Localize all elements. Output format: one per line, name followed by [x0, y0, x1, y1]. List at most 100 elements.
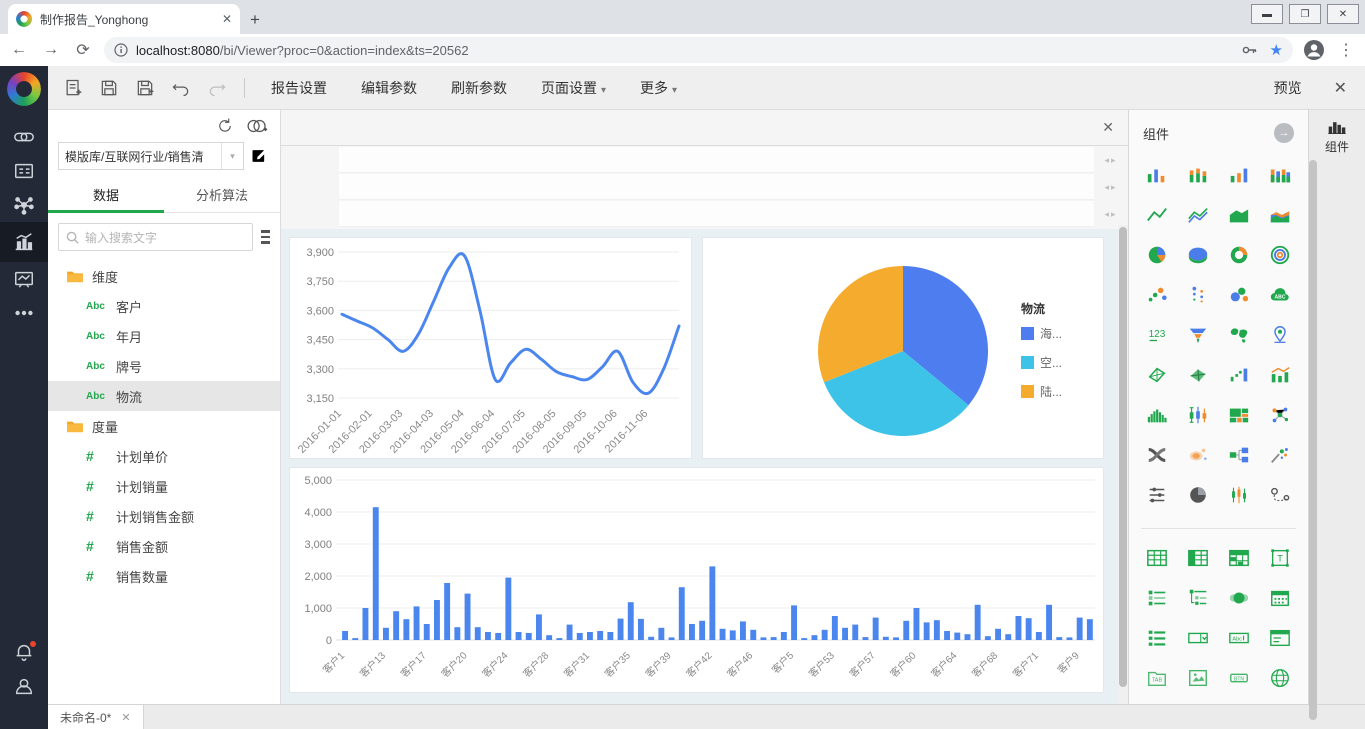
preview-button[interactable]: 预览: [1274, 78, 1302, 98]
web-component-icon[interactable]: [1267, 667, 1293, 689]
radar-chart-icon[interactable]: [1144, 364, 1170, 386]
pager-arrows-icon[interactable]: ◂▸: [1094, 209, 1128, 220]
stacked-area-chart-icon[interactable]: [1267, 204, 1293, 226]
pie-chart-icon[interactable]: [1144, 244, 1170, 266]
notifications-bell-icon[interactable]: [0, 635, 48, 669]
heatmap-icon[interactable]: [1185, 444, 1211, 466]
field-row[interactable]: Abc年月: [48, 321, 280, 351]
component-close-icon[interactable]: ✕: [1102, 119, 1114, 136]
stacked-column-multi-icon[interactable]: [1267, 164, 1293, 186]
org-chart-icon[interactable]: [1226, 444, 1252, 466]
field-row[interactable]: Abc客户: [48, 291, 280, 321]
refresh-params-button[interactable]: 刷新参数: [441, 78, 517, 98]
window-close-icon[interactable]: ✕: [1327, 4, 1359, 24]
treemap-icon[interactable]: [1226, 404, 1252, 426]
area-chart-icon[interactable]: [1226, 204, 1252, 226]
join-dataset-icon[interactable]: [246, 118, 268, 134]
dropdown-icon[interactable]: [1185, 627, 1211, 649]
slider-list-icon[interactable]: [1144, 484, 1170, 506]
concentric-rings-icon[interactable]: [1267, 244, 1293, 266]
save-as-icon[interactable]: [134, 77, 156, 99]
pie-chart-card[interactable]: 物流 海...空...陆...: [702, 237, 1104, 459]
candlestick-icon[interactable]: [1226, 484, 1252, 506]
word-cloud-icon[interactable]: ABC: [1267, 284, 1293, 306]
new-report-icon[interactable]: [62, 77, 84, 99]
scrollbar-thumb[interactable]: [1119, 227, 1127, 687]
forward-icon[interactable]: →: [40, 41, 62, 59]
filter-row[interactable]: ◂▸: [339, 174, 1128, 200]
tab-data[interactable]: 数据: [48, 178, 164, 212]
info-icon[interactable]: [114, 43, 128, 57]
form-panel-icon[interactable]: [1267, 627, 1293, 649]
text-box-icon[interactable]: T: [1267, 547, 1293, 569]
bar-column-mix-icon[interactable]: [1226, 164, 1252, 186]
dashboard-icon[interactable]: [0, 262, 48, 296]
tab-close-icon[interactable]: ✕: [222, 12, 232, 26]
undo-icon[interactable]: [170, 77, 192, 99]
user-profile-icon[interactable]: [0, 669, 48, 703]
donut-chart-icon[interactable]: [1226, 244, 1252, 266]
field-row[interactable]: #计划销售金额: [48, 501, 280, 531]
tab-analysis[interactable]: 分析算法: [164, 178, 280, 212]
back-icon[interactable]: ←: [8, 41, 30, 59]
reload-icon[interactable]: ⟳: [72, 40, 94, 60]
text-input-icon[interactable]: Abc: [1226, 627, 1252, 649]
legend-item[interactable]: 陆...: [1021, 383, 1062, 400]
close-report-icon[interactable]: ✕: [1334, 78, 1347, 98]
dot-plot-icon[interactable]: [1185, 284, 1211, 306]
button-icon[interactable]: BTN: [1226, 667, 1252, 689]
field-row[interactable]: #计划销量: [48, 471, 280, 501]
password-key-icon[interactable]: [1242, 45, 1258, 55]
dot-bar-combo-icon[interactable]: [1226, 364, 1252, 386]
table-icon[interactable]: [1144, 547, 1170, 569]
image-icon[interactable]: [1185, 667, 1211, 689]
filter-row[interactable]: ◂▸: [339, 201, 1128, 227]
box-plot-icon[interactable]: [1185, 404, 1211, 426]
folder-row[interactable]: 维度: [48, 261, 280, 291]
bubble-chart-icon[interactable]: [1226, 284, 1252, 306]
stacked-bar-icon[interactable]: [1185, 164, 1211, 186]
field-row[interactable]: #计划单价: [48, 441, 280, 471]
tab-container-icon[interactable]: TAB: [1144, 667, 1170, 689]
pager-arrows-icon[interactable]: ◂▸: [1094, 182, 1128, 193]
make-report-icon[interactable]: [0, 222, 48, 262]
window-restore-icon[interactable]: ❐: [1289, 4, 1321, 24]
collapse-panel-icon[interactable]: →: [1274, 123, 1294, 143]
field-row[interactable]: #销售数量: [48, 561, 280, 591]
page-settings-dropdown[interactable]: 页面设置▾: [531, 78, 616, 98]
list-icon[interactable]: [1144, 627, 1170, 649]
pager-arrows-icon[interactable]: ◂▸: [1094, 155, 1128, 166]
save-icon[interactable]: [98, 77, 120, 99]
sankey-icon[interactable]: [1144, 444, 1170, 466]
chevron-down-icon[interactable]: ▾: [221, 143, 243, 169]
histogram-icon[interactable]: [1144, 404, 1170, 426]
route-map-icon[interactable]: [1267, 484, 1293, 506]
field-row[interactable]: Abc物流: [48, 381, 280, 411]
check-list-icon[interactable]: [1144, 587, 1170, 609]
address-bar[interactable]: localhost:8080/bi/Viewer?proc=0&action=i…: [104, 37, 1293, 63]
scatter-plot-icon[interactable]: [1144, 284, 1170, 306]
line-chart-card[interactable]: 3,1503,3003,4503,6003,7503,9002016-01-01…: [289, 237, 692, 459]
sheet-close-icon[interactable]: ✕: [121, 711, 130, 724]
refresh-dataset-icon[interactable]: [216, 117, 234, 135]
new-tab-button[interactable]: +: [250, 10, 260, 30]
bar-chart-card[interactable]: 01,0002,0003,0004,0005,000客户1客户13客户17客户2…: [289, 467, 1104, 693]
tab-components[interactable]: 组件: [1309, 110, 1365, 155]
funnel-chart-icon[interactable]: [1185, 324, 1211, 346]
edit-dataset-icon[interactable]: [250, 146, 270, 166]
crosstab-icon[interactable]: [1226, 547, 1252, 569]
kpi-123-icon[interactable]: 123: [1144, 324, 1170, 346]
field-options-icon[interactable]: [261, 230, 270, 244]
canvas-scrollbar[interactable]: [1118, 225, 1128, 704]
calendar-icon[interactable]: [1267, 587, 1293, 609]
smart-scatter-icon[interactable]: [1267, 444, 1293, 466]
world-map-icon[interactable]: [1226, 324, 1252, 346]
bar-chart-icon[interactable]: [1144, 164, 1170, 186]
legend-item[interactable]: 海...: [1021, 325, 1062, 342]
kite-chart-icon[interactable]: [1185, 364, 1211, 386]
data-prep-icon[interactable]: [0, 188, 48, 222]
more-dropdown[interactable]: 更多▾: [630, 78, 687, 98]
toggle-icon[interactable]: [1226, 587, 1252, 609]
line-chart-icon[interactable]: [1144, 204, 1170, 226]
network-graph-icon[interactable]: [1267, 404, 1293, 426]
